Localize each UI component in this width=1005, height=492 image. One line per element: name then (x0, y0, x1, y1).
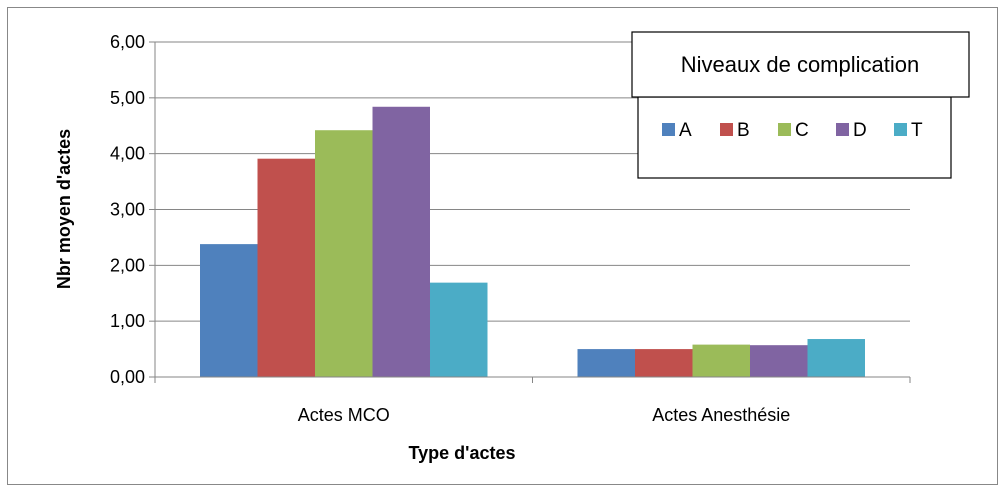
y-tick-label: 0,00 (110, 367, 145, 387)
legend-label-A: A (679, 120, 692, 141)
bar-D-2 (750, 345, 808, 377)
bar-T-2 (807, 339, 865, 377)
y-tick-label: 1,00 (110, 311, 145, 331)
bars (200, 106, 865, 378)
y-tick-label: 4,00 (110, 144, 145, 164)
bar-B-1 (257, 158, 315, 377)
bar-C-2 (692, 344, 750, 377)
y-tick-label: 3,00 (110, 200, 145, 220)
legend-swatch-D (836, 123, 849, 136)
y-axis-title: Nbr moyen d'actes (54, 129, 74, 289)
legend-label-T: T (911, 120, 923, 141)
axes (149, 41, 911, 383)
legend-label-B: B (737, 120, 750, 141)
bar-D-1 (372, 106, 430, 378)
legend-label-D: D (853, 120, 867, 141)
y-tick-label: 2,00 (110, 255, 145, 275)
y-tick-label: 6,00 (110, 32, 145, 52)
legend-label-C: C (795, 120, 809, 141)
x-tick-label: Actes Anesthésie (652, 405, 790, 425)
legend: Niveaux de complication A B C D T (631, 31, 970, 179)
legend-swatch-T (894, 123, 907, 136)
legend-swatch-A (662, 123, 675, 136)
bar-A-2 (577, 349, 635, 377)
legend-title-box (631, 31, 970, 98)
bar-C-1 (315, 130, 373, 377)
bar-B-2 (635, 349, 693, 377)
legend-swatch-C (778, 123, 791, 136)
legend-swatch-B (720, 123, 733, 136)
y-tick-label: 5,00 (110, 88, 145, 108)
x-axis-title: Type d'actes (409, 443, 516, 463)
bar-A-1 (200, 244, 258, 377)
bar-T-1 (430, 282, 488, 377)
y-tick-labels: 0,00 1,00 2,00 3,00 4,00 5,00 6,00 (110, 32, 145, 387)
x-tick-label: Actes MCO (298, 405, 390, 425)
legend-title: Niveaux de complication (681, 52, 919, 77)
x-tick-labels: Actes MCO Actes Anesthésie (298, 405, 791, 425)
